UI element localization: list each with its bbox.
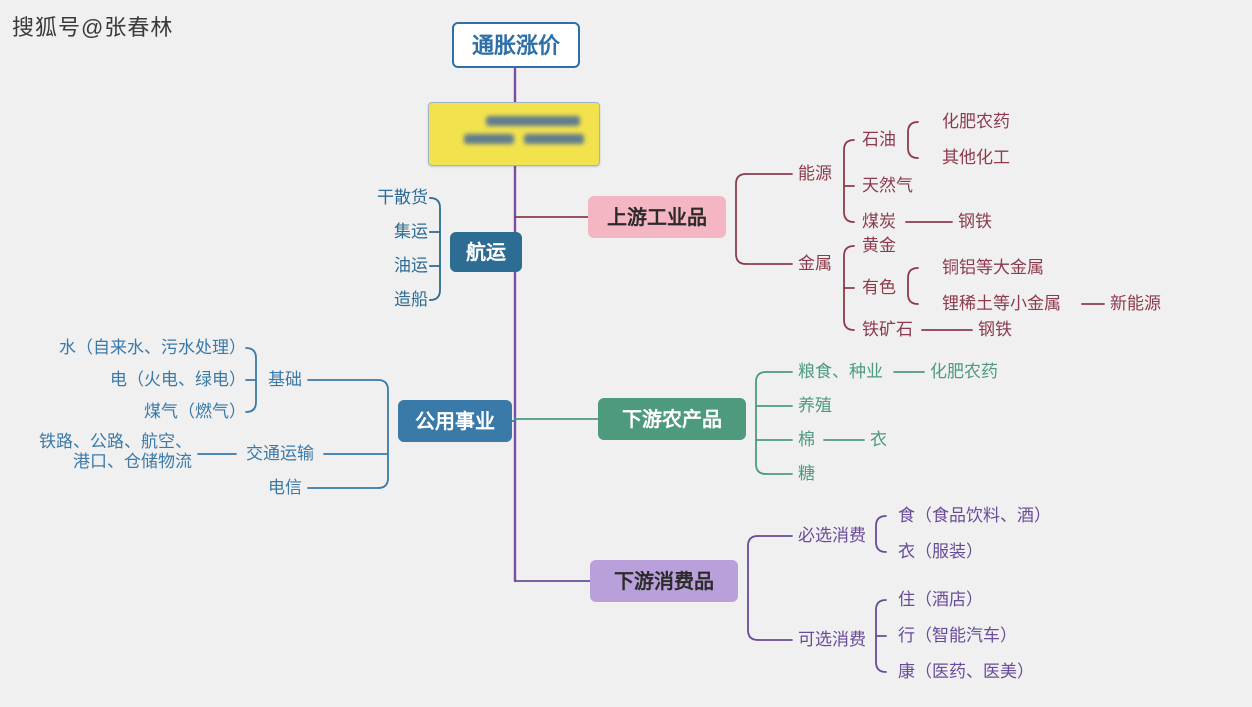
agri-cotton-child: 衣 bbox=[870, 430, 887, 450]
industry-iron-child: 钢铁 bbox=[978, 320, 1012, 340]
agri-leaf-0: 养殖 bbox=[798, 396, 832, 416]
industry-gold: 黄金 bbox=[862, 236, 896, 256]
industry-nonferrous: 有色 bbox=[862, 278, 896, 298]
industry-metal: 金属 bbox=[798, 254, 832, 274]
industry-nf-extra: 新能源 bbox=[1110, 294, 1161, 314]
industry-oil: 石油 bbox=[862, 130, 896, 150]
utilities-node: 公用事业 bbox=[398, 400, 512, 442]
consumer-must-1: 衣（服装） bbox=[898, 542, 983, 562]
consumer-must: 必选消费 bbox=[798, 526, 866, 546]
industry-node: 上游工业品 bbox=[588, 196, 726, 238]
industry-energy: 能源 bbox=[798, 164, 832, 184]
consumer-ra: 可选消费 bbox=[798, 630, 866, 650]
agri-node: 下游农产品 bbox=[598, 398, 746, 440]
agri-grain-child: 化肥农药 bbox=[930, 362, 998, 382]
industry-coal: 煤炭 bbox=[862, 212, 896, 232]
shipping-leaf-2: 油运 bbox=[394, 256, 428, 276]
consumer-node: 下游消费品 bbox=[590, 560, 738, 602]
shipping-node: 航运 bbox=[450, 232, 522, 272]
industry-nf-1: 锂稀土等小金属 bbox=[942, 294, 1061, 314]
consumer-opt-2: 康（医药、医美） bbox=[898, 662, 1034, 682]
agri-leaf-2: 糖 bbox=[798, 464, 815, 484]
shipping-leaf-3: 造船 bbox=[394, 290, 428, 310]
utilities-telecom: 电信 bbox=[268, 478, 302, 498]
industry-iron: 铁矿石 bbox=[862, 320, 913, 340]
agri-grain: 粮食、种业 bbox=[798, 362, 883, 382]
consumer-opt-0: 住（酒店） bbox=[898, 590, 983, 610]
industry-oil-1: 其他化工 bbox=[942, 148, 1010, 168]
industry-oil-0: 化肥农药 bbox=[942, 112, 1010, 132]
utilities-basic-0: 水（自来水、污水处理） bbox=[59, 338, 246, 358]
shipping-leaf-0: 干散货 bbox=[377, 188, 428, 208]
utilities-transport-leaf: 铁路、公路、航空、 港口、仓储物流 bbox=[39, 432, 192, 473]
utilities-basic-2: 煤气（燃气） bbox=[144, 402, 246, 422]
industry-coal-child: 钢铁 bbox=[958, 212, 992, 232]
industry-nf-0: 铜铝等大金属 bbox=[942, 258, 1044, 278]
root-node: 通胀涨价 bbox=[452, 22, 580, 68]
consumer-opt-1: 行（智能汽车） bbox=[898, 626, 1017, 646]
utilities-basic-1: 电（火电、绿电） bbox=[110, 370, 246, 390]
industry-gas: 天然气 bbox=[862, 176, 913, 196]
agri-leaf-1: 棉 bbox=[798, 430, 815, 450]
consumer-must-0: 食（食品饮料、酒） bbox=[898, 506, 1051, 526]
utilities-transport: 交通运输 bbox=[246, 444, 314, 464]
utilities-basic: 基础 bbox=[268, 370, 302, 390]
shipping-leaf-1: 集运 bbox=[394, 222, 428, 242]
